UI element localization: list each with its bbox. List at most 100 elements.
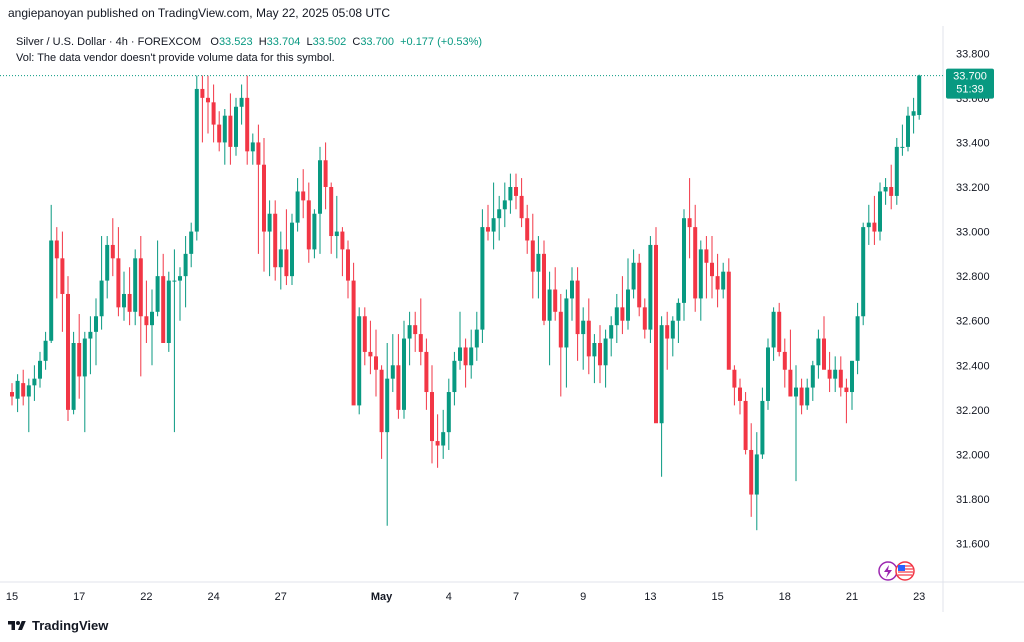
price-axis-label: 32.600 xyxy=(956,316,990,328)
candle-body xyxy=(648,244,653,330)
candle-body xyxy=(486,227,490,232)
candle-body xyxy=(424,351,429,393)
candle-body xyxy=(542,253,546,321)
lightning-icon-glyph xyxy=(884,565,892,578)
tradingview-logo-icon xyxy=(8,620,26,630)
candle-body xyxy=(855,316,860,361)
candle-body xyxy=(206,97,210,103)
candle-body xyxy=(329,187,334,237)
close-value: 33.700 xyxy=(360,36,394,48)
price-axis-label: 33.400 xyxy=(956,137,990,149)
price-axis-label: 33.000 xyxy=(956,227,990,239)
candle-body xyxy=(60,258,65,294)
candle-body xyxy=(497,209,502,219)
candle-body xyxy=(698,249,703,299)
candle-body xyxy=(323,160,328,187)
candle-body xyxy=(911,111,916,116)
bar-countdown: 51:39 xyxy=(956,84,984,96)
candle-body xyxy=(508,187,513,201)
footer-branding: TradingView xyxy=(8,618,108,633)
candle-body xyxy=(710,262,714,277)
candle-body xyxy=(592,343,597,357)
time-axis-label: 22 xyxy=(140,591,152,603)
candle-body xyxy=(368,351,373,357)
candle-body xyxy=(94,316,98,332)
last-price-badge-bg xyxy=(946,68,994,99)
candle-body xyxy=(407,325,412,339)
candle-body xyxy=(620,307,625,321)
time-axis-label: 13 xyxy=(644,591,656,603)
candle-body xyxy=(838,369,843,388)
candle-body xyxy=(133,258,138,312)
candle-body xyxy=(351,280,356,406)
candle-body xyxy=(760,400,765,455)
candle-body xyxy=(234,106,238,147)
candle-body xyxy=(889,187,894,196)
candle-body xyxy=(754,454,759,495)
candle-body xyxy=(295,191,300,223)
time-axis-label: 18 xyxy=(779,591,791,603)
candle-body xyxy=(659,325,664,424)
candle-body xyxy=(306,200,311,250)
candle-body xyxy=(435,441,440,446)
candle-body xyxy=(150,311,154,326)
candle-body xyxy=(441,432,446,446)
candle-body xyxy=(161,276,166,343)
candle-body xyxy=(502,200,507,210)
candle-body xyxy=(217,124,222,143)
candle-body xyxy=(894,146,899,196)
low-label: L xyxy=(306,36,313,48)
candle-body xyxy=(850,360,854,393)
candle-body xyxy=(519,195,524,219)
candle-body xyxy=(334,231,339,237)
change-value: +0.177 (+0.53%) xyxy=(400,36,483,48)
candle-body xyxy=(872,222,877,232)
candle-body xyxy=(88,331,93,339)
candle-body xyxy=(66,293,70,410)
candle-body xyxy=(362,316,367,352)
candle-body xyxy=(413,325,418,335)
candle-body xyxy=(273,213,278,268)
candle-body xyxy=(777,311,782,352)
candle-body xyxy=(771,311,776,348)
candle-body xyxy=(626,289,630,321)
candle-body xyxy=(211,102,216,125)
footer-brand-text[interactable]: TradingView xyxy=(32,618,109,633)
candle-body xyxy=(642,307,647,330)
price-axis-label: 31.600 xyxy=(956,539,990,551)
candle-body xyxy=(906,115,910,147)
time-axis-label: 23 xyxy=(913,591,925,603)
candle-body xyxy=(586,320,591,357)
candle-body xyxy=(547,289,552,321)
candle-body xyxy=(290,222,294,277)
candle-body xyxy=(693,227,698,299)
symbol-title[interactable]: Silver / U.S. Dollar · 4h · FOREXCOM xyxy=(16,36,202,48)
candle-body xyxy=(222,115,227,143)
candle-body xyxy=(558,311,563,348)
candle-body xyxy=(536,253,541,272)
price-axis-label: 32.200 xyxy=(956,405,990,417)
last-price-value: 33.700 xyxy=(953,71,987,83)
candle-body xyxy=(155,276,160,312)
candle-body xyxy=(866,222,871,228)
candle-body xyxy=(452,360,457,393)
candle-body xyxy=(603,338,608,366)
chart-icons xyxy=(878,561,915,581)
candle-body xyxy=(917,75,922,116)
us-flag-canton xyxy=(898,565,905,571)
candle-body xyxy=(816,338,821,366)
candle-body xyxy=(609,325,614,339)
price-axis-label: 33.200 xyxy=(956,182,990,194)
candle-body xyxy=(715,276,720,290)
candle-body xyxy=(704,249,709,263)
candle-body xyxy=(878,191,882,232)
time-axis-label: 27 xyxy=(275,591,287,603)
candle-body xyxy=(228,115,233,147)
candle-body xyxy=(480,227,485,330)
high-value: 33.704 xyxy=(266,36,301,48)
candle-body xyxy=(301,191,306,201)
candle-body xyxy=(738,387,742,401)
candle-body xyxy=(469,347,474,366)
price-chart[interactable]: 31.600 31.800 32.000 32.200 32.400 32.600 32.8… xyxy=(0,0,1024,612)
candle-body xyxy=(732,369,737,388)
